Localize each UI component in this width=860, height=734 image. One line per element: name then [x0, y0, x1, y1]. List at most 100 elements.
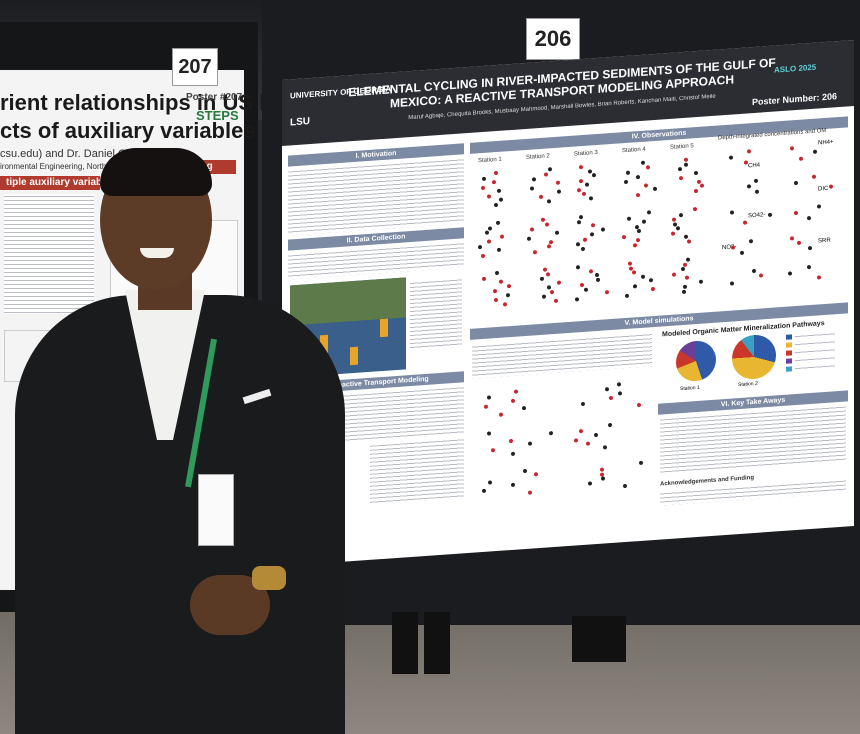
observation-point [636, 174, 641, 179]
observation-point [636, 237, 641, 243]
pie-chart-station-2 [732, 333, 776, 381]
observation-point [539, 194, 544, 200]
observation-point [546, 271, 551, 277]
observation-point [480, 253, 485, 258]
person-smile [140, 248, 174, 258]
integrated-point [817, 274, 822, 280]
observation-point [575, 265, 580, 270]
integrated-point [751, 268, 756, 274]
simulation-point [609, 395, 614, 401]
observation-point [495, 220, 500, 226]
obs-station-3: Station 3 [574, 149, 598, 158]
pie-legend [786, 331, 842, 379]
simulation-point [483, 404, 488, 409]
integrated-point [730, 281, 735, 286]
integrated-point [789, 236, 794, 241]
observation-point [624, 293, 629, 298]
observation-point [684, 157, 689, 162]
simulation-point [602, 444, 607, 450]
integrated-point [807, 245, 812, 250]
integrated-point [758, 273, 763, 278]
simulation-point [579, 429, 584, 434]
observation-point [670, 231, 675, 236]
observation-point [547, 167, 552, 172]
observation-point [672, 217, 677, 222]
observation-point [550, 289, 555, 294]
observation-point [652, 186, 657, 192]
observation-point [641, 219, 646, 224]
observation-point [542, 294, 547, 299]
left-poster-bar-left: tiple auxiliary variables (MAV) [0, 176, 147, 190]
observation-point [554, 298, 559, 303]
simulation-point [637, 402, 642, 407]
species-nh4: NH4+ [818, 139, 834, 147]
observation-point [486, 239, 491, 244]
observation-point [544, 221, 549, 227]
integrated-point [794, 181, 799, 186]
observation-point [548, 239, 553, 244]
observation-point [578, 178, 583, 183]
simulation-point [548, 431, 553, 436]
pie-legend-entry [795, 355, 835, 364]
observation-point [526, 236, 531, 241]
observation-point [529, 186, 534, 191]
observation-point [580, 282, 585, 288]
model-simulations-text [472, 332, 652, 379]
observation-point [636, 192, 641, 197]
simulation-point [481, 489, 486, 494]
simulation-point [511, 482, 516, 487]
integrated-point [813, 149, 818, 155]
observation-point [492, 288, 497, 294]
observation-point [643, 182, 648, 188]
integrated-point [806, 265, 811, 270]
pie-station-2-label: Station 2 [738, 380, 758, 389]
observation-point [641, 160, 646, 165]
observation-point [478, 244, 483, 249]
simulation-point [486, 395, 491, 401]
simulation-point [600, 467, 605, 473]
observation-point [481, 276, 486, 281]
integrated-point [806, 215, 811, 220]
observation-point [678, 175, 683, 181]
observation-point [540, 276, 545, 281]
observation-point [507, 283, 511, 288]
observation-point [496, 247, 501, 252]
simulation-point [534, 472, 539, 477]
species-dic: DIC [818, 185, 829, 193]
simulation-point [486, 431, 491, 436]
observation-point [600, 226, 605, 232]
observation-point [650, 286, 655, 292]
observation-point [631, 270, 636, 275]
observation-point [626, 170, 631, 175]
integrated-point [729, 210, 734, 215]
observation-point [499, 279, 504, 284]
observation-point [585, 182, 590, 187]
observation-point [547, 198, 552, 203]
integrated-point [749, 239, 754, 244]
simulation-point [617, 390, 622, 396]
pie-legend-entry [795, 347, 835, 356]
main-poster-card: 206 [526, 18, 580, 60]
observation-point [646, 164, 651, 170]
observation-point [588, 268, 593, 274]
bystander-legs-2 [572, 616, 626, 662]
observation-point [682, 289, 687, 294]
observation-point [579, 164, 584, 170]
observation-point [693, 188, 698, 193]
observation-point [556, 180, 561, 185]
simulation-point [608, 422, 613, 428]
pie-legend-entry [795, 363, 835, 372]
observation-point [576, 187, 581, 192]
integrated-point [729, 155, 734, 161]
observation-point [699, 183, 704, 188]
integrated-point [740, 250, 745, 255]
observation-point [487, 193, 492, 199]
observation-point [671, 271, 676, 277]
observation-point [533, 249, 538, 254]
integrated-point [754, 189, 759, 194]
observation-point [554, 230, 559, 235]
observation-point [684, 234, 689, 239]
pie-legend-swatch [786, 358, 792, 364]
integrated-point [754, 178, 759, 183]
